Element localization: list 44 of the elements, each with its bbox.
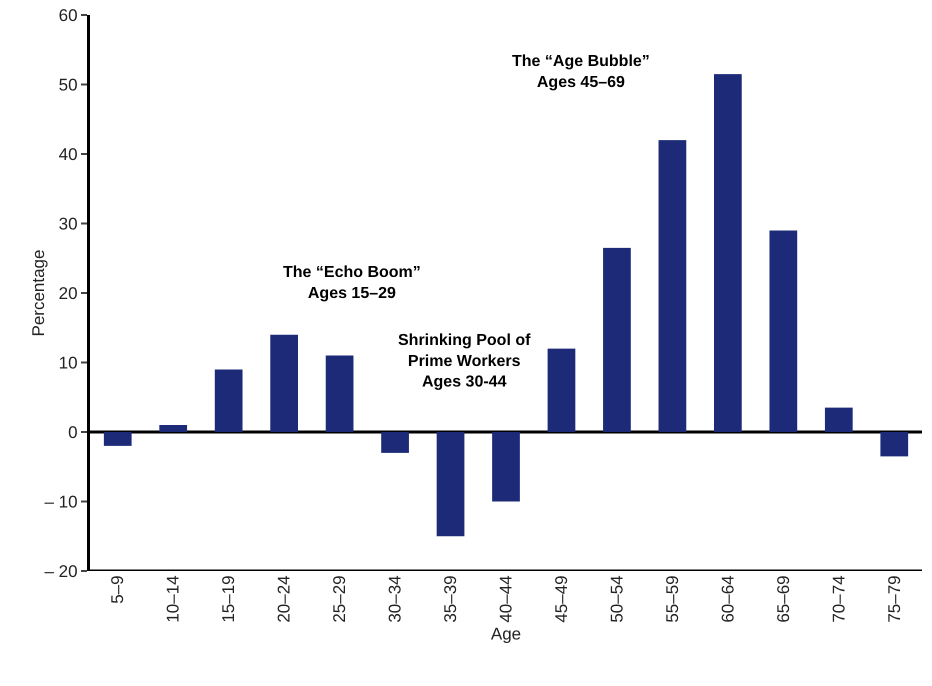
x-tick-label: 75–79 bbox=[884, 575, 904, 623]
bar bbox=[880, 432, 908, 456]
y-tick-label: 50 bbox=[58, 75, 78, 94]
annotation: The “Age Bubble” Ages 45–69 bbox=[512, 53, 650, 91]
x-tick-label: 25–29 bbox=[330, 575, 350, 623]
bar bbox=[214, 369, 243, 432]
x-tick-label: 60–64 bbox=[718, 575, 738, 623]
x-tick-label: 20–24 bbox=[274, 575, 294, 623]
bar bbox=[603, 248, 631, 432]
bar bbox=[714, 74, 742, 432]
annotation: Shrinking Pool of Prime Workers Ages 30-44 bbox=[398, 332, 532, 391]
y-tick-label: – 20 bbox=[44, 562, 78, 581]
y-axis-title: Percentage bbox=[29, 250, 48, 336]
bar bbox=[159, 425, 188, 432]
y-tick-label: 0 bbox=[68, 422, 78, 442]
bar bbox=[270, 334, 298, 432]
bar bbox=[326, 356, 354, 432]
x-tick-label: 35–39 bbox=[441, 575, 460, 623]
x-tick-label: 55–59 bbox=[662, 575, 682, 623]
bar bbox=[381, 432, 409, 453]
bar bbox=[436, 432, 464, 536]
x-tick-label: 15–19 bbox=[219, 575, 238, 623]
bar bbox=[769, 230, 798, 432]
x-axis-title: Age bbox=[490, 624, 522, 644]
x-tick-label: 70–74 bbox=[829, 575, 848, 623]
bar bbox=[492, 432, 520, 502]
x-tick-label: 10–14 bbox=[164, 575, 183, 623]
x-tick-label: 40–44 bbox=[496, 575, 516, 623]
bar bbox=[824, 408, 853, 432]
x-tick-label: 5–9 bbox=[108, 575, 128, 604]
y-tick-label: – 10 bbox=[44, 492, 78, 512]
y-tick-label: 20 bbox=[58, 284, 78, 303]
y-tick-label: 40 bbox=[58, 144, 78, 164]
bar bbox=[548, 348, 576, 432]
bar bbox=[658, 140, 686, 432]
y-tick-label: 30 bbox=[58, 214, 78, 234]
y-tick-label: 60 bbox=[58, 6, 78, 25]
x-tick-label: 65–69 bbox=[774, 575, 793, 623]
x-tick-label: 50–54 bbox=[607, 575, 626, 623]
y-tick-label: 10 bbox=[58, 353, 78, 372]
annotation: The “Echo Boom” Ages 15–29 bbox=[283, 264, 421, 302]
bar bbox=[104, 432, 132, 446]
x-tick-label: 45–49 bbox=[552, 575, 571, 623]
x-tick-label: 30–34 bbox=[386, 575, 405, 623]
